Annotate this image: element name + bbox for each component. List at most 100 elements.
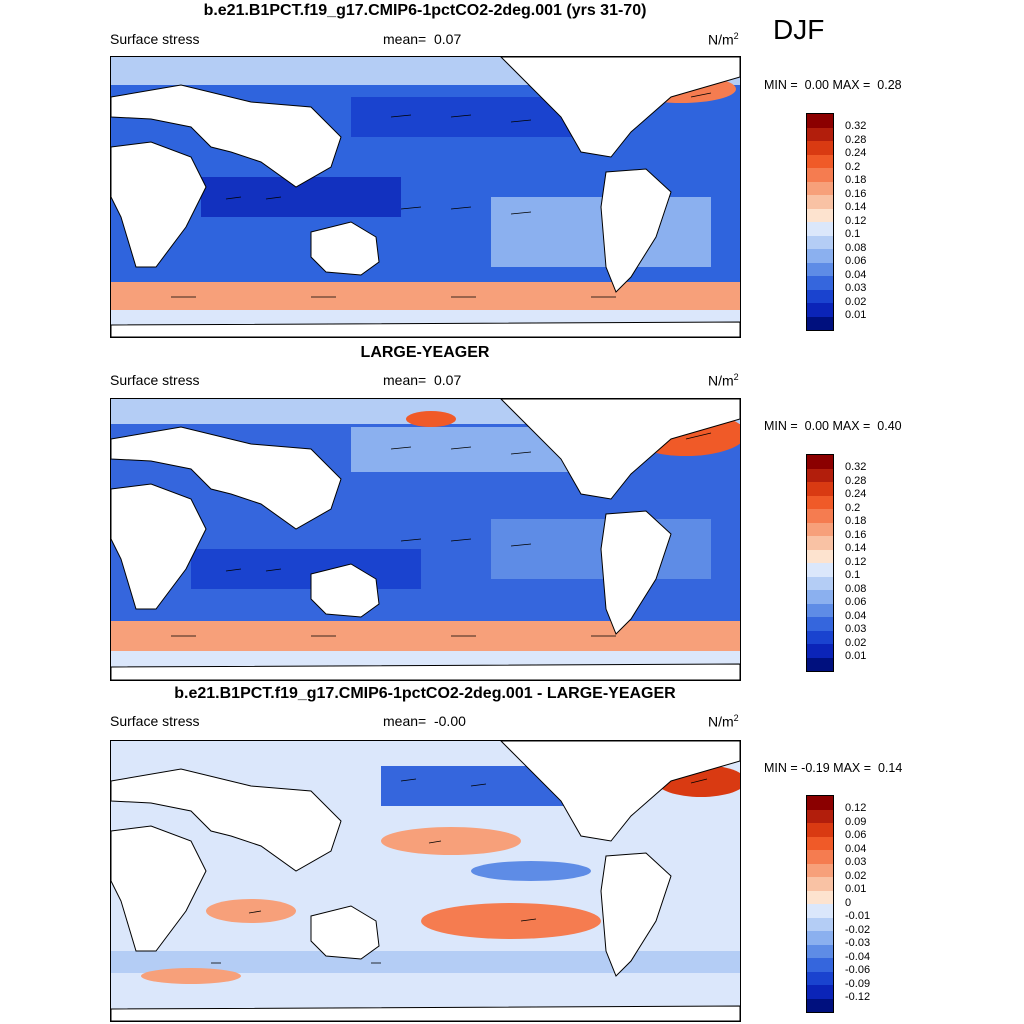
- panel3-colorbar-label: 0.01: [845, 883, 867, 895]
- panel1-minmax: MIN = 0.00 MAX = 0.28: [764, 78, 902, 92]
- colorbar-swatch: [807, 114, 833, 128]
- colorbar-swatch: [807, 168, 833, 182]
- panel1-colorbar: [806, 113, 834, 331]
- south-pacific-positive: [421, 903, 601, 939]
- colorbar-swatch: [807, 644, 833, 658]
- panel2-colorbar-label: 0.1: [845, 569, 861, 581]
- panel2-colorbar-label: 0.2: [845, 501, 861, 514]
- panel3-max-value: 0.14: [877, 761, 903, 775]
- wind-vector-arrow-icon: [470, 783, 487, 787]
- panel1-colorbar-label: 0.04: [845, 268, 867, 281]
- indian-ocean-positive: [206, 899, 296, 923]
- colorbar-swatch: [807, 222, 833, 236]
- panel3-colorbar-label: 0.12: [845, 802, 867, 814]
- colorbar-swatch: [807, 495, 833, 509]
- colorbar-swatch: [807, 208, 833, 222]
- colorbar-swatch: [807, 262, 833, 276]
- land-eurasia: [111, 426, 342, 530]
- wind-vector-arrow-icon: [265, 568, 282, 572]
- land-south-america: [600, 510, 672, 635]
- colorbar-swatch: [807, 195, 833, 209]
- tropical-band-indian: [191, 549, 421, 589]
- panel1-colorbar-label: 0.28: [845, 133, 867, 146]
- southern-ocean-positive: [141, 968, 241, 984]
- colorbar-swatch: [807, 998, 833, 1012]
- wind-vector-arrow-icon: [450, 114, 472, 118]
- panel1-colorbar-label: 0.24: [845, 147, 867, 159]
- land-australia: [310, 221, 380, 276]
- colorbar-swatch: [807, 154, 833, 168]
- panel2-map: [110, 398, 741, 681]
- wind-vector-arrow-icon: [225, 568, 242, 572]
- panel3-colorbar-label: 0.04: [845, 842, 867, 855]
- panel3-variable-label: Surface stress: [110, 713, 200, 729]
- land-africa: [111, 141, 207, 268]
- tropical-pacific-negative: [471, 861, 591, 881]
- wind-vector-arrow-icon: [400, 778, 417, 782]
- panel2-minmax: MIN = 0.00 MAX = 0.40: [764, 419, 902, 433]
- colorbar-swatch: [807, 603, 833, 617]
- wind-vector-arrow-icon: [225, 196, 242, 200]
- panel1-colorbar-label: 0.1: [845, 228, 861, 240]
- panel3-colorbar-label: -0.01: [845, 910, 871, 922]
- colorbar-swatch: [807, 127, 833, 141]
- wind-vectors: [171, 432, 712, 637]
- wind-vector-arrow-icon: [390, 446, 412, 450]
- panel1-max-value: 0.28: [877, 78, 902, 92]
- panel3-mean-label: mean=: [383, 713, 427, 729]
- wind-vector-arrow-icon: [450, 446, 472, 450]
- kuroshio-max: [406, 411, 456, 427]
- panel3-colorbar-label: -0.09: [845, 977, 871, 990]
- north-pacific-positive: [381, 827, 521, 855]
- colorbar-swatch: [807, 809, 833, 823]
- panel3-colorbar-label: 0.03: [845, 856, 867, 868]
- colorbar-swatch: [807, 536, 833, 550]
- wind-vector-arrow-icon: [390, 114, 412, 118]
- panel2-colorbar-label: 0.02: [845, 636, 867, 649]
- panel2-colorbar-label: 0.06: [845, 596, 867, 608]
- panel1-units-text: N/m: [708, 31, 734, 48]
- wind-vectors: [171, 92, 712, 298]
- panel1-colorbar-label: 0.02: [845, 295, 867, 308]
- panel1-min-value: 0.00: [804, 78, 829, 92]
- panel1-colorbar-label: 0.18: [845, 174, 867, 186]
- panel3-colorbar-label: -0.02: [845, 923, 871, 936]
- colorbar-swatch: [807, 944, 833, 958]
- land-north-america: [500, 741, 740, 842]
- panel1-variable-label: Surface stress: [110, 31, 200, 47]
- panel1-mean-label: mean=: [383, 31, 427, 47]
- panel3-max-label: MAX =: [833, 761, 872, 775]
- panel3-colorbar: [806, 795, 834, 1013]
- land-north-america: [500, 399, 740, 500]
- wind-vector-arrow-icon: [450, 538, 472, 542]
- panel1-colorbar-label: 0.12: [845, 214, 867, 227]
- panel1-colorbar-label: 0.01: [845, 309, 867, 321]
- panel3-colorbar-label: 0.09: [845, 815, 867, 828]
- colorbar-swatch: [807, 904, 833, 918]
- panel3-colorbar-label: -0.12: [845, 991, 871, 1003]
- colorbar-swatch: [807, 289, 833, 303]
- land-eurasia: [111, 768, 342, 872]
- panel1-colorbar-label: 0.16: [845, 187, 867, 200]
- colorbar-swatch: [807, 576, 833, 590]
- colorbar-swatch: [807, 590, 833, 604]
- colorbar-swatch: [807, 549, 833, 563]
- panel3-colorbar-label: -0.06: [845, 964, 871, 976]
- wind-vector-arrow-icon: [510, 543, 532, 547]
- colorbar-swatch: [807, 141, 833, 155]
- colorbar-swatch: [807, 931, 833, 945]
- land-eurasia: [111, 84, 342, 188]
- panel3-colorbar-label: 0: [845, 896, 852, 909]
- colorbar-swatch: [807, 863, 833, 877]
- wind-vector-arrow-icon: [520, 918, 537, 922]
- panel3-mean: mean= -0.00: [383, 713, 466, 729]
- colorbar-swatch: [807, 850, 833, 864]
- wind-vector-arrow-icon: [690, 778, 708, 784]
- panel2-mean-value: 0.07: [433, 372, 462, 388]
- colorbar-swatch: [807, 509, 833, 523]
- colorbar-swatch: [807, 877, 833, 891]
- panel2-colorbar-label: 0.03: [845, 623, 867, 635]
- land-antarctica: [111, 321, 740, 337]
- panel1-mean: mean= 0.07: [383, 31, 461, 47]
- panel2-title: LARGE-YEAGER: [360, 344, 490, 361]
